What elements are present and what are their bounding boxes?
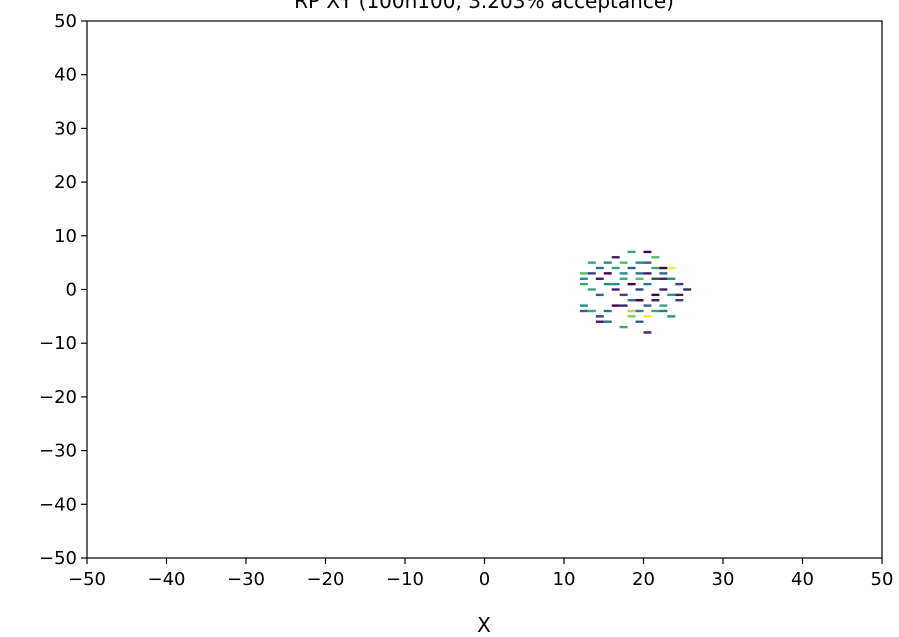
heatmap-cell (627, 250, 636, 254)
heatmap-cell (611, 256, 620, 259)
heatmap-cell (603, 272, 612, 275)
heatmap-cell (587, 288, 596, 291)
heatmap-cell (659, 288, 668, 291)
heatmap-cell (651, 266, 660, 270)
x-tick-label: −10 (386, 569, 424, 590)
y-tick-label: 20 (54, 172, 77, 193)
heatmap-cell (627, 266, 636, 270)
heatmap-cell (635, 272, 644, 275)
heatmap-cell (579, 272, 588, 275)
heatmap-cell (635, 299, 644, 302)
heatmap-cell (659, 266, 668, 270)
heatmap-cells (579, 250, 692, 334)
heatmap-cell (643, 304, 652, 307)
heatmap-cell (643, 261, 652, 264)
heatmap-cell (619, 272, 628, 275)
x-tick-label: 20 (632, 569, 655, 590)
chart-title: RP XY (100n100, 3.203% acceptance) (294, 0, 674, 13)
heatmap-cell (627, 315, 636, 318)
heatmap-cell (579, 304, 588, 307)
heatmap-cell (635, 288, 644, 291)
heatmap-cell (635, 320, 644, 323)
heatmap-cell (643, 315, 652, 318)
heatmap-cell (635, 261, 644, 264)
heatmap-cell (643, 250, 652, 254)
heatmap-cell (579, 309, 588, 313)
x-tick-label: 40 (791, 569, 814, 590)
y-tick-label: 10 (54, 226, 77, 247)
y-tick-label: −50 (39, 548, 77, 569)
heatmap-cell (675, 293, 684, 297)
heatmap-cell (603, 320, 612, 323)
heatmap-cell (659, 272, 668, 275)
heatmap-cell (627, 299, 636, 302)
y-tick-label: 30 (54, 118, 77, 139)
heatmap-cell (675, 282, 684, 286)
heatmap-cell (619, 293, 628, 297)
heatmap-cell (651, 299, 660, 302)
heatmap-cell (587, 309, 596, 313)
x-axis-label: X (477, 613, 491, 637)
y-tick-label: 40 (54, 65, 77, 86)
heatmap-cell (643, 331, 652, 334)
heatmap-cell (643, 282, 652, 286)
x-axis: −50 −40 −30 −20 −10 0 10 20 30 40 50 (68, 558, 893, 590)
heatmap-cell (643, 272, 652, 275)
y-tick-label: −40 (39, 494, 77, 515)
x-tick-label: −30 (227, 569, 265, 590)
heatmap-cell (611, 288, 620, 291)
y-tick-label: −10 (39, 333, 77, 354)
heatmap-cell (667, 277, 676, 280)
heatmap-cell (611, 266, 620, 270)
heatmap-cell (619, 261, 628, 264)
heatmap-cell (595, 320, 604, 323)
heatmap-cell (651, 277, 660, 280)
y-axis: 50 40 30 20 10 0 −10 −20 −30 −40 −50 (39, 11, 87, 569)
heatmap-cell (595, 266, 604, 270)
heatmap-cell (619, 277, 628, 280)
heatmap-cell (675, 299, 684, 302)
heatmap-cell (667, 293, 676, 297)
heatmap-cell (619, 304, 628, 307)
y-tick-label: −30 (39, 441, 77, 462)
x-tick-label: 50 (871, 569, 894, 590)
heatmap-cell (611, 282, 620, 286)
x-tick-label: −40 (148, 569, 186, 590)
heatmap-cell (595, 277, 604, 280)
heatmap-cell (635, 309, 644, 313)
heatmap-cell (659, 277, 668, 280)
heatmap-cell (603, 309, 612, 313)
heatmap-cell (659, 309, 668, 313)
y-tick-label: 0 (66, 280, 77, 301)
x-tick-label: −20 (307, 569, 345, 590)
heatmap-cell (651, 293, 660, 297)
x-tick-label: 30 (712, 569, 735, 590)
heatmap-cell (587, 261, 596, 264)
heatmap-cell (579, 277, 588, 280)
heatmap-cell (659, 304, 668, 307)
heatmap-cell (611, 304, 620, 307)
heatmap-cell (627, 309, 636, 313)
heatmap-cell (651, 309, 660, 313)
y-tick-label: 50 (54, 11, 77, 32)
heatmap-cell (579, 282, 588, 286)
x-tick-label: 0 (479, 569, 490, 590)
x-tick-label: 10 (553, 569, 576, 590)
x-tick-label: −50 (68, 569, 106, 590)
heatmap-cell (667, 315, 676, 318)
heatmap-cell (595, 315, 604, 318)
heatmap-cell (595, 293, 604, 297)
heatmap-cell (683, 288, 692, 291)
heatmap-cell (651, 256, 660, 259)
heatmap-cell (587, 272, 596, 275)
heatmap-cell (603, 282, 612, 286)
heatmap-cell (619, 325, 628, 329)
heatmap-cell (667, 266, 676, 270)
plot-background (87, 21, 882, 558)
heatmap-cell (627, 282, 636, 286)
heatmap-cell (603, 261, 612, 264)
y-tick-label: −20 (39, 387, 77, 408)
heatmap-cell (635, 277, 644, 280)
